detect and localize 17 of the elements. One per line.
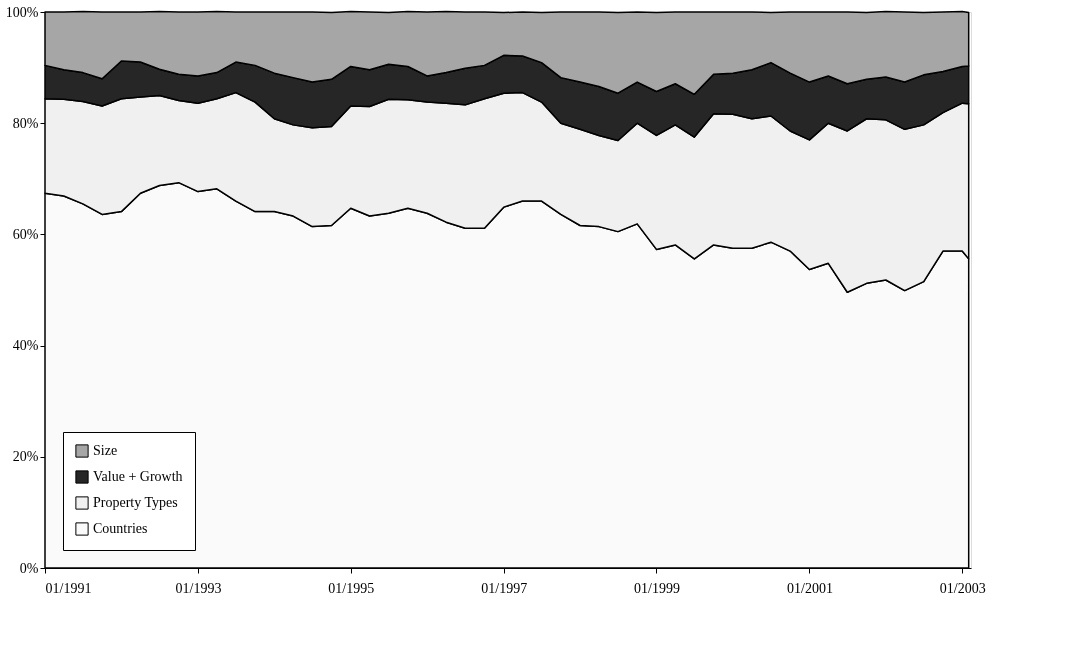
y-tick-label: 100% [5,4,39,20]
y-tick-label: 0% [19,560,39,576]
legend-label: Value + Growth [93,469,183,484]
x-tick-label: 01/1999 [634,580,680,596]
x-tick-label: 01/1991 [45,580,92,596]
y-tick-label: 80% [12,115,39,131]
y-tick-label: 60% [12,226,39,242]
legend-label: Countries [93,521,148,536]
y-tick-label: 20% [12,449,39,465]
y-tick-label: 40% [12,338,39,354]
legend-label: Property Types [93,495,178,510]
x-tick-label: 01/2001 [787,580,833,596]
x-tick-label: 01/1995 [328,580,375,596]
x-tick-label: 01/1993 [175,580,222,596]
x-tick-label: 01/2003 [939,580,986,596]
x-tick-label: 01/1997 [481,580,528,596]
legend-label: Size [93,443,118,458]
